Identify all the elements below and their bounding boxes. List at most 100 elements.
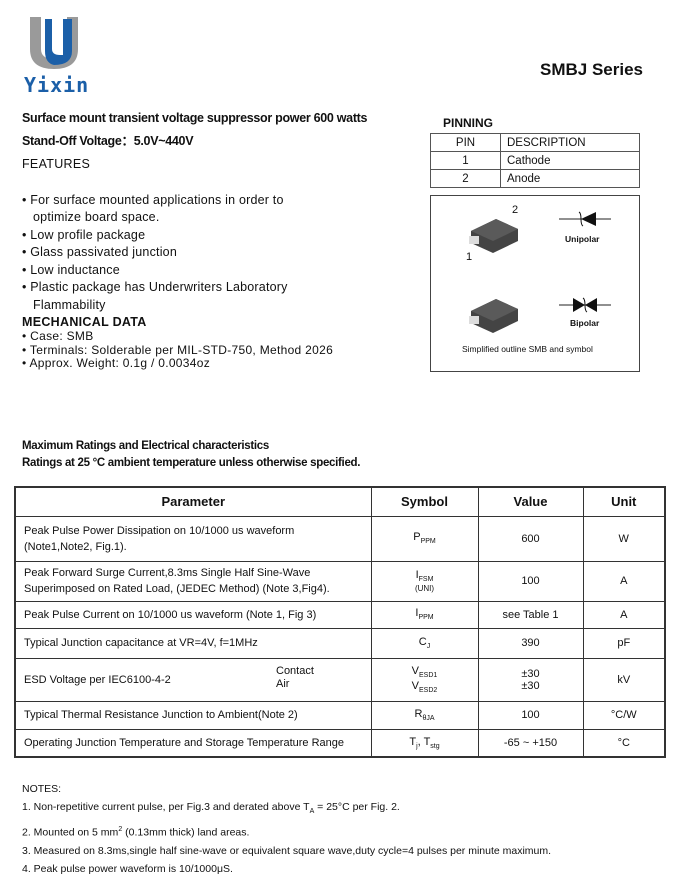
value-cell: 390 (477, 627, 584, 659)
table-row: Typical Junction capacitance at VR=4V, f… (14, 627, 666, 659)
value-cell: 100 (477, 700, 584, 730)
symbol-cell: Tj, Tstg (370, 728, 479, 758)
symbol-sub: FSM (418, 576, 434, 584)
mechanical-item: • Approx. Weight: 0.1g / 0.0034oz (22, 356, 210, 370)
symbol: P (413, 531, 421, 544)
pin2-label: 2 (512, 204, 519, 216)
table-row: ESD Voltage per IEC6100-4-2 Contact Air VES… (14, 657, 666, 702)
note-text: = 25°C per Fig. 2. (314, 801, 400, 813)
feature-item: • For surface mounted applications in or… (22, 192, 284, 207)
series-title: SMBJ Series (540, 60, 643, 79)
unit-header: Unit (582, 486, 666, 517)
note-item: 3. Measured on 8.3ms,single half sine-wa… (22, 844, 552, 857)
features-list: • For surface mounted applications in or… (22, 174, 288, 332)
value-cell: 600 (477, 515, 584, 562)
unit-cell: A (582, 560, 666, 602)
symbol-cell: PPPM (370, 515, 479, 562)
pin-number: 2 (430, 169, 501, 188)
symbol-sub: ESD1 (419, 672, 438, 680)
bipolar-label: Bipolar (570, 318, 600, 328)
table-row: 2 Anode (430, 169, 640, 188)
standoff-voltage: Stand-Off Voltage：5.0V~440V (22, 134, 194, 148)
parameter-text: Peak Pulse Power Dissipation on 10/1000 … (24, 524, 295, 537)
unit-cell: °C/W (582, 700, 666, 730)
note-sub: A (309, 808, 315, 816)
table-row: Operating Junction Temperature and Stora… (14, 728, 666, 758)
ratings-subtitle: Ratings at 25 °C ambient temperature unl… (22, 457, 361, 469)
outline-caption: Simplified outline SMB and symbol (462, 344, 593, 354)
parameter-cell: Peak Pulse Current on 10/1000 us wavefor… (14, 600, 372, 629)
pin-description: Anode (500, 169, 640, 188)
pinning-table: PIN DESCRIPTION 1 Cathode 2 Anode (430, 133, 640, 188)
symbol-cell: VESD1 VESD2 (370, 657, 479, 702)
note-text: 2. Mounted on 5 mm (22, 826, 119, 839)
smb-package-image (469, 299, 518, 333)
feature-item: Flammability (22, 297, 106, 312)
symbol-sub: stg (430, 742, 440, 750)
parameter-cell: Typical Junction capacitance at VR=4V, f… (14, 627, 372, 659)
value-cell: ±30 ±30 (477, 657, 584, 702)
logo-mark (30, 17, 78, 69)
symbol-cell: IPPM (370, 600, 479, 629)
note-item: 1. Non-repetitive current pulse, per Fig… (22, 798, 551, 821)
mechanical-title: MECHANICAL DATA (22, 315, 147, 329)
feature-item: • Low profile package (22, 227, 146, 242)
table-row: Peak Forward Surge Current,8.3ms Single … (14, 560, 666, 602)
value-cell: see Table 1 (477, 600, 584, 629)
parameter-text: ESD Voltage per IEC6100-4-2 (24, 673, 171, 686)
parameter-cell: Typical Thermal Resistance Junction to A… (14, 700, 372, 730)
symbol-note: (UNI) (414, 583, 435, 593)
ratings-title: Maximum Ratings and Electrical character… (22, 440, 269, 452)
table-row: 1 Cathode (430, 151, 640, 170)
note-item: 2. Mounted on 5 mm2 (0.13mm thick) land … (22, 821, 551, 842)
note-item: 4. Peak pulse power waveform is 10/1000μ… (22, 862, 233, 875)
notes-title: NOTES: (22, 783, 62, 795)
symbol-header: Symbol (370, 486, 479, 517)
unit-cell: pF (582, 627, 666, 659)
value-text: ±30 (521, 667, 540, 680)
logo-text: Yixin (24, 73, 90, 97)
outline-box: 2 1 Unipolar Bipolar Simplified outline … (430, 195, 640, 372)
pinning-title: PINNING (443, 116, 494, 130)
symbol-cell: IFSM (UNI) (370, 560, 479, 602)
headline: Surface mount transient voltage suppress… (22, 111, 368, 125)
mechanical-item: • Terminals: Solderable per MIL-STD-750,… (22, 342, 334, 357)
bipolar-diode-icon (559, 297, 611, 313)
value-header: Value (477, 486, 584, 517)
feature-item: • Glass passivated junction (22, 245, 177, 259)
smb-package-image (469, 219, 518, 253)
contact-label: Contact (276, 664, 314, 677)
unipolar-label: Unipolar (565, 234, 600, 244)
symbol-sub: PPM (418, 614, 434, 622)
pin1-label: 1 (466, 251, 473, 263)
symbol: , T (417, 735, 431, 748)
symbol-sub: PPM (420, 538, 436, 546)
unit-cell: °C (582, 728, 666, 758)
ratings-table: Parameter Symbol Value Unit Peak Pulse Powe… (14, 486, 666, 758)
parameter-cell: ESD Voltage per IEC6100-4-2 Contact Air (14, 657, 372, 702)
parameter-cell: Operating Junction Temperature and Stora… (14, 728, 372, 758)
notes: NOTES: 1. Non-repetitive current pulse, … (22, 780, 551, 878)
pin-number: 1 (430, 151, 501, 170)
symbol: V (411, 679, 420, 692)
description-header: DESCRIPTION (500, 133, 640, 152)
symbol-sub: j (416, 742, 418, 750)
symbol: T (409, 735, 417, 748)
air-label: Air (276, 677, 290, 690)
note-text: 1. Non-repetitive current pulse, per Fig… (22, 801, 310, 813)
mechanical-list: • Case: SMB • Terminals: Solderable per M… (22, 329, 334, 371)
features-title: FEATURES (22, 157, 91, 171)
parameter-header: Parameter (14, 486, 372, 517)
symbol: C (418, 635, 427, 648)
symbol: I (415, 569, 419, 582)
feature-item: • Plastic package has Underwriters Labor… (22, 280, 288, 294)
value-text: ±30 (521, 679, 540, 692)
table-row: Typical Thermal Resistance Junction to A… (14, 700, 666, 730)
parameter-cell: Peak Pulse Power Dissipation on 10/1000 … (14, 515, 372, 562)
feature-item: • Low inductance (22, 262, 120, 277)
parameter-text: Peak Forward Surge Current,8.3ms Single … (24, 567, 311, 579)
feature-item: optimize board space. (22, 210, 160, 224)
note-text: (0.13mm thick) land areas. (122, 826, 250, 839)
symbol-sub: J (426, 643, 431, 651)
symbol-sub: ESD2 (419, 686, 438, 694)
